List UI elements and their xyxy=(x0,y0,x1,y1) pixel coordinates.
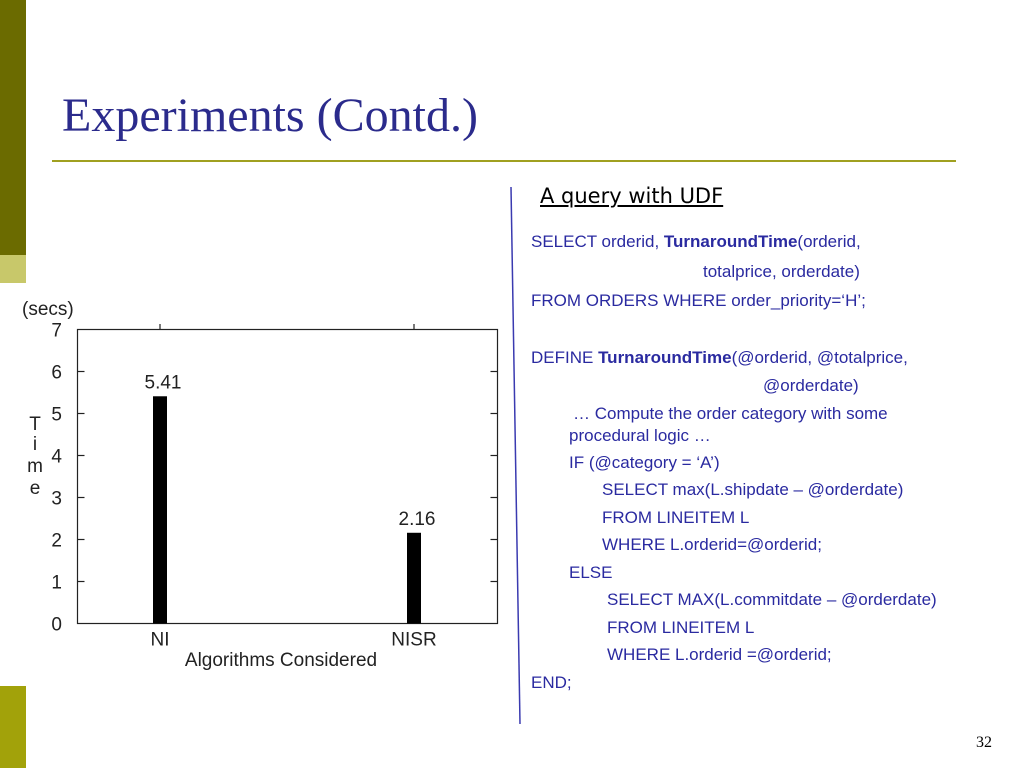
code-line-8: IF (@category = ‘A’) xyxy=(569,453,720,472)
code-line-16: END; xyxy=(531,673,572,692)
code-line-12: ELSE xyxy=(569,563,613,582)
code-line-7: procedural logic … xyxy=(569,426,711,445)
x-tick-label-ni: NI xyxy=(151,630,170,651)
code-line-3: FROM ORDERS WHERE order_priority=‘H’; xyxy=(531,291,866,310)
code-text: SELECT orderid, xyxy=(531,232,664,251)
page-number: 32 xyxy=(976,734,992,751)
code-line-6: … Compute the order category with some xyxy=(573,404,888,423)
x-axis-label: Algorithms Considered xyxy=(185,650,377,671)
y-tick-label-0: 0 xyxy=(51,615,62,636)
title-divider xyxy=(52,160,956,162)
code-line-1: SELECT orderid, TurnaroundTime(orderid, xyxy=(531,232,861,252)
y-axis-letter-i: i xyxy=(33,434,37,455)
code-line-14: FROM LINEITEM L xyxy=(607,618,755,637)
code-line-2: totalprice, orderdate) xyxy=(703,262,860,281)
y-tick-label-6: 6 xyxy=(51,363,62,384)
code-text: (orderid, xyxy=(797,232,861,251)
y-tick-label-3: 3 xyxy=(51,489,62,510)
x-tick-label-nisr: NISR xyxy=(391,630,436,651)
code-line-15: WHERE L.orderid =@orderid; xyxy=(607,645,832,664)
y-tick-label-5: 5 xyxy=(51,405,62,426)
decor-bar-top xyxy=(0,0,26,255)
y-axis-letter-e: e xyxy=(30,478,41,499)
y-tick-label-4: 4 xyxy=(51,447,62,468)
y-tick-label-7: 7 xyxy=(51,321,62,342)
y-axis-letter-m: m xyxy=(27,456,43,477)
slide-title: Experiments (Contd.) xyxy=(62,89,478,142)
code-line-13: SELECT MAX(L.commitdate – @orderdate) xyxy=(607,590,937,609)
code-text: (@orderid, @totalprice, xyxy=(731,348,908,367)
y-tick-label-1: 1 xyxy=(51,573,62,594)
code-line-4: DEFINE TurnaroundTime(@orderid, @totalpr… xyxy=(531,348,908,368)
code-line-11: WHERE L.orderid=@orderid; xyxy=(602,535,822,554)
bars: 5.41 NI 2.16 NISR xyxy=(145,372,437,650)
data-label-ni: 5.41 xyxy=(145,372,182,393)
code-subtitle: A query with UDF xyxy=(540,184,724,208)
decor-bar-bottom xyxy=(0,686,26,768)
y-unit-label: (secs) xyxy=(22,299,74,320)
y-tick-label-2: 2 xyxy=(51,531,62,552)
code-line-10: FROM LINEITEM L xyxy=(602,508,750,527)
plot-frame xyxy=(76,328,499,625)
y-axis-letter-t: T xyxy=(29,414,41,435)
code-text: DEFINE xyxy=(531,348,599,367)
bar-ni xyxy=(153,396,167,624)
bar-chart: (secs) 0 1 2 3 4 5 6 7 5.41 NI 2.16 NISR T i m e A… xyxy=(22,299,499,671)
bar-nisr xyxy=(407,532,421,624)
udf-name: TurnaroundTime xyxy=(598,348,732,367)
code-line-5: @orderdate) xyxy=(763,376,859,395)
data-label-nisr: 2.16 xyxy=(399,509,436,530)
y-ticks: 0 1 2 3 4 5 6 7 xyxy=(51,321,498,636)
decor-bar-light xyxy=(0,255,26,283)
udf-name: TurnaroundTime xyxy=(663,232,798,251)
code-line-9: SELECT max(L.shipdate – @orderdate) xyxy=(602,480,904,499)
